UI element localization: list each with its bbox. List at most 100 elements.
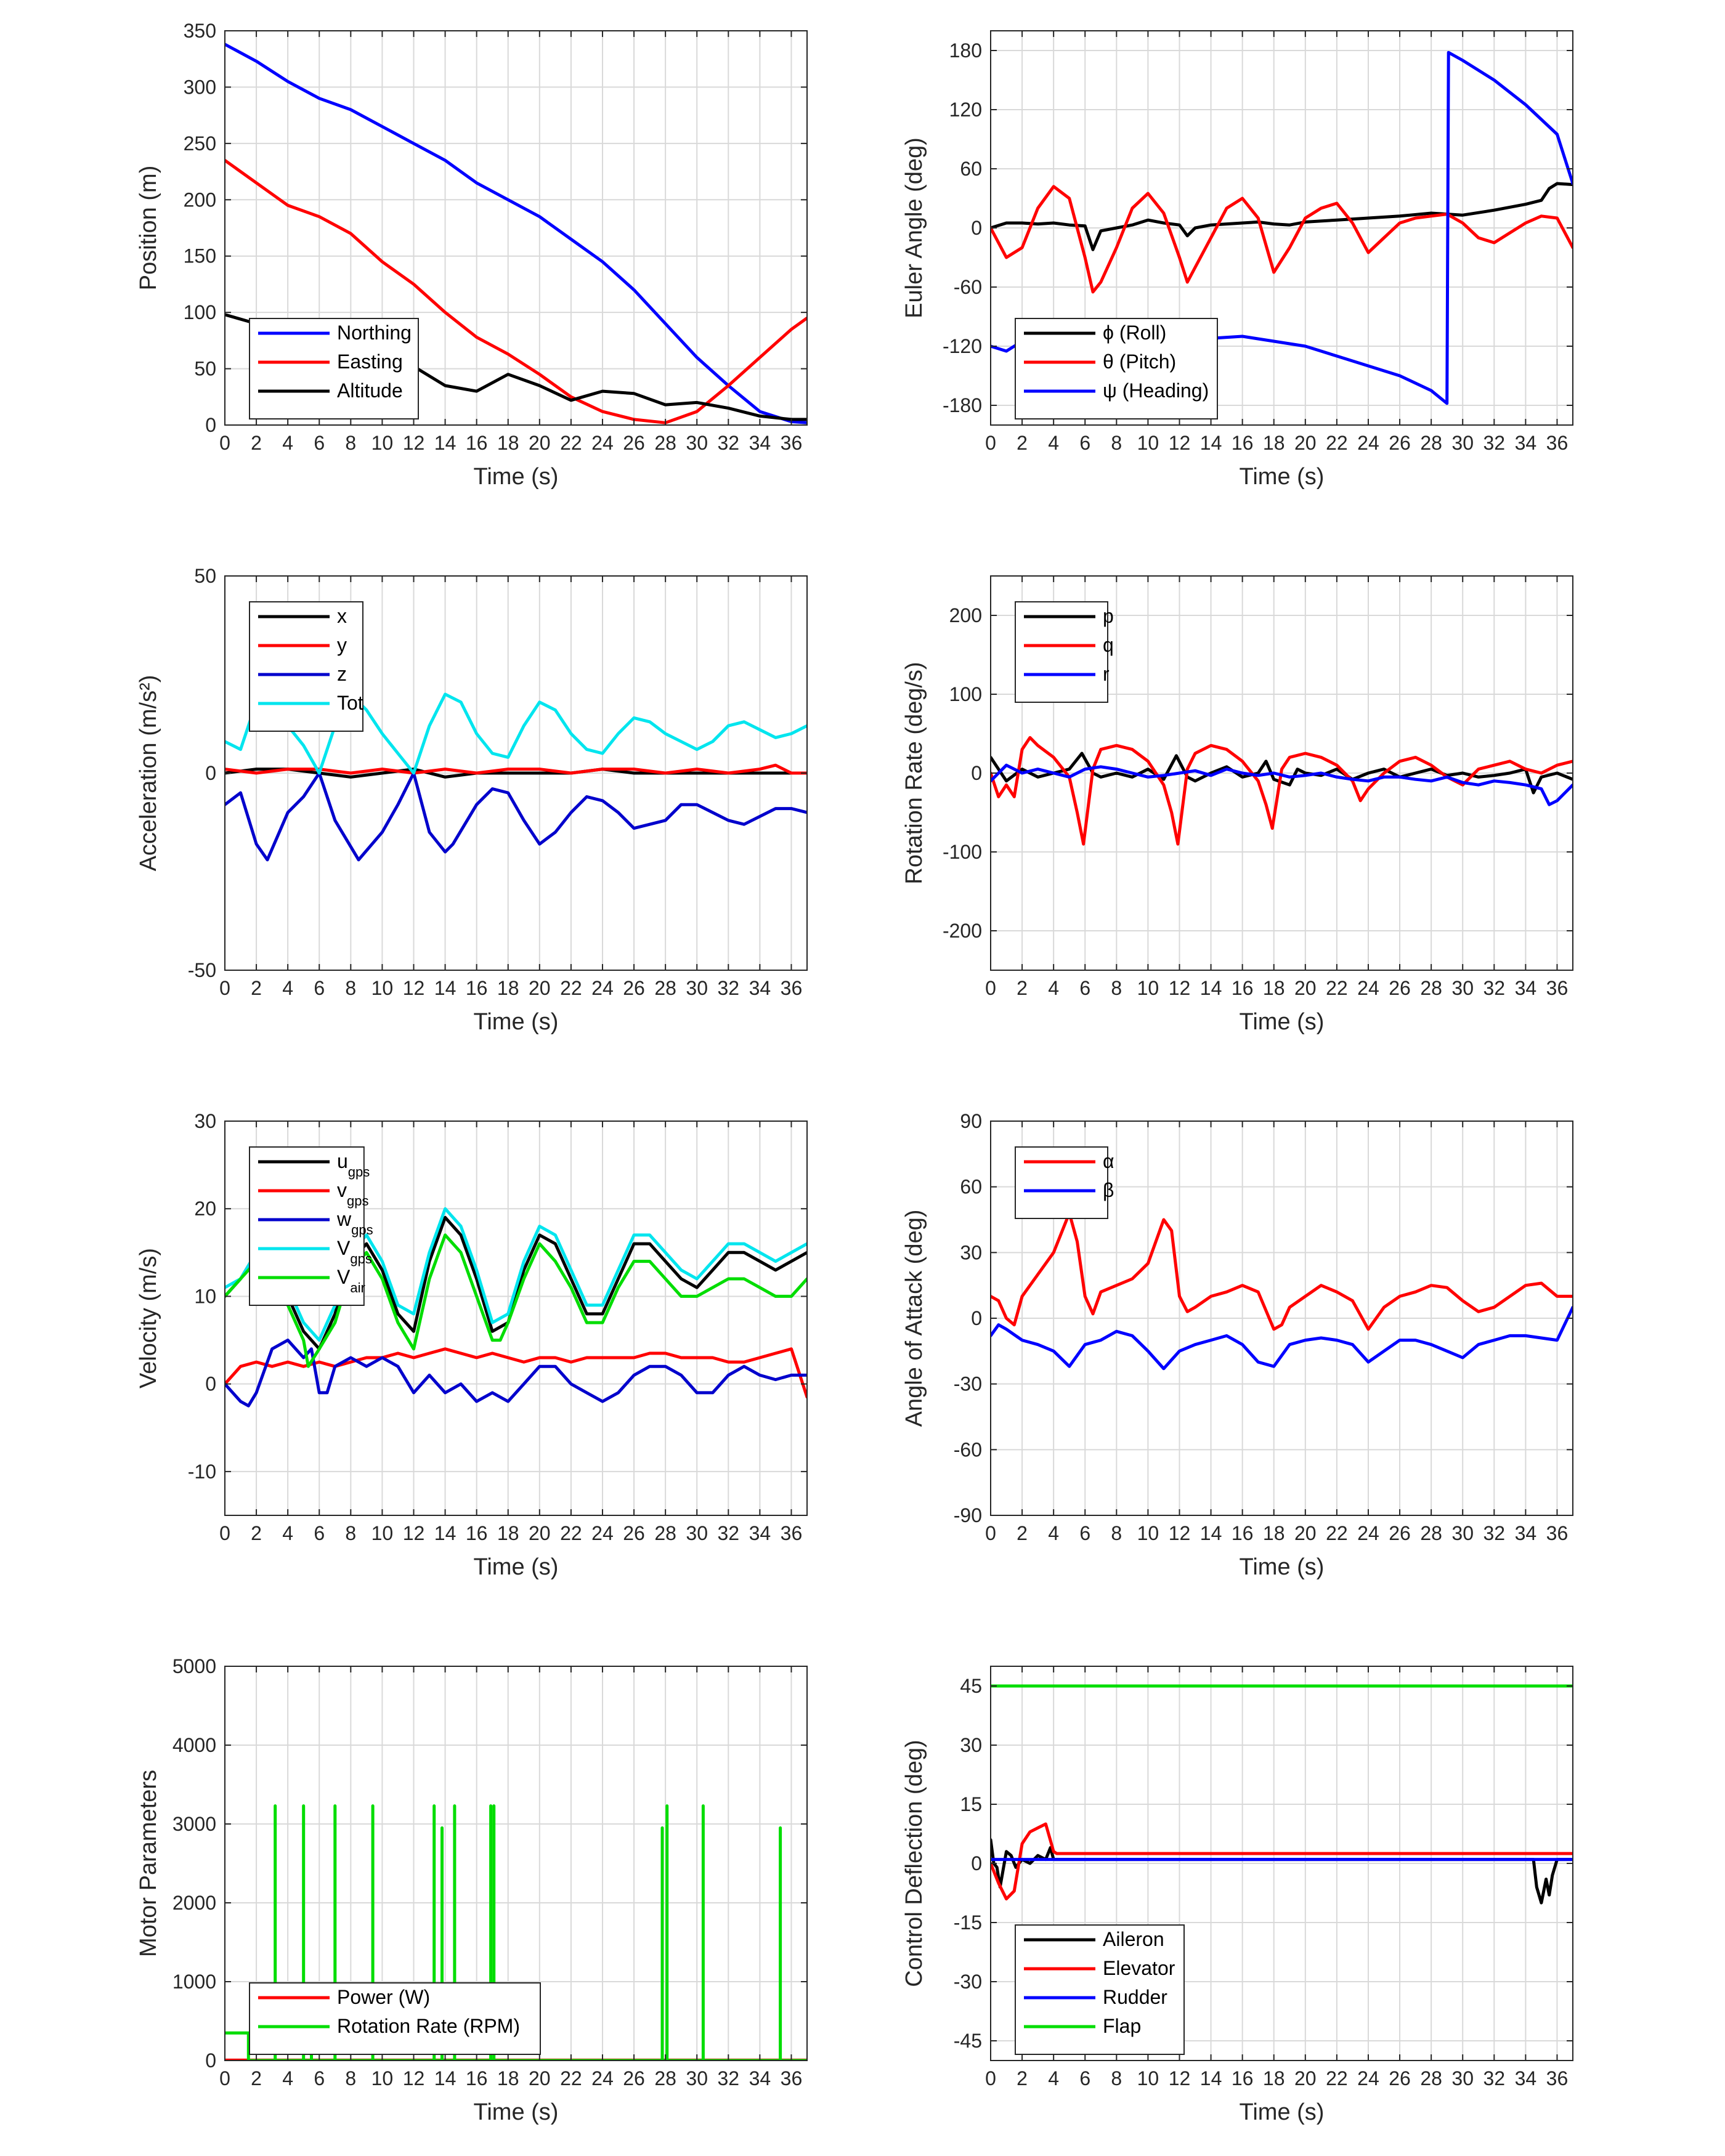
series-line-acceleration-3 (225, 684, 807, 775)
x-tick-label: 34 (1515, 1522, 1537, 1544)
legend-label: wgps (336, 1208, 373, 1238)
plot-frame (224, 1121, 808, 1516)
x-tick-label: 32 (718, 1522, 740, 1544)
y-tick-label: -30 (954, 1373, 982, 1395)
x-tick-label: 8 (1111, 2067, 1122, 2089)
legend-label: y (337, 634, 347, 656)
x-tick-label: 36 (1546, 432, 1569, 454)
x-tick-label: 36 (781, 1522, 803, 1544)
legend-label: ψ (Heading) (1103, 379, 1209, 402)
legend-box (249, 1982, 541, 2055)
y-tick-label: 350 (184, 20, 216, 42)
series-line-velocity-1 (225, 1347, 807, 1399)
x-tick-label: 24 (1357, 977, 1379, 999)
series-line-motor-1 (225, 1804, 807, 2061)
y-tick-label: 60 (960, 1176, 982, 1198)
x-tick-label: 30 (1451, 977, 1474, 999)
y-tick-label: 50 (194, 358, 216, 380)
x-tick-label: 30 (686, 2067, 708, 2089)
series-line-velocity-4 (225, 1233, 807, 1368)
x-tick-label: 0 (219, 1522, 230, 1544)
x-tick-label: 2 (251, 432, 262, 454)
series-line-control-1 (991, 1822, 1573, 1901)
y-tick-label: 120 (949, 99, 982, 121)
legend-label: Altitude (337, 379, 403, 402)
x-tick-label: 0 (985, 1522, 996, 1544)
x-tick-label: 30 (686, 977, 708, 999)
x-tick-label: 18 (1263, 2067, 1285, 2089)
x-tick-label: 36 (1546, 1522, 1569, 1544)
legend-box (1015, 318, 1218, 419)
y-tick-label: 0 (205, 1373, 216, 1395)
x-tick-label: 18 (1263, 1522, 1285, 1544)
chart-panel-euler: 0 2 4 6 8 10 12 14 16 18 20 22 24 26 28 30 32 34 36-180-12… (901, 30, 1573, 490)
x-tick-label: 36 (781, 977, 803, 999)
x-tick-label: 2 (1017, 977, 1028, 999)
series-line-euler-1 (991, 185, 1573, 294)
y-tick-label: -15 (954, 1911, 982, 1934)
series-line-velocity-2 (225, 1339, 807, 1408)
x-tick-label: 24 (1357, 432, 1379, 454)
y-axis-label: Angle of Attack (deg) (901, 1210, 927, 1427)
legend-label: Tot (337, 692, 363, 714)
series-line-position-1 (225, 158, 807, 424)
y-tick-label: 300 (184, 76, 216, 98)
y-tick-label: -30 (954, 1971, 982, 1993)
x-tick-label: 4 (282, 2067, 293, 2089)
x-tick-label: 32 (718, 2067, 740, 2089)
y-axis-label: Euler Angle (deg) (901, 137, 927, 318)
x-tick-label: 20 (529, 977, 551, 999)
legend: Aileron Elevator Rudder Flap (1015, 1924, 1185, 2055)
x-tick-label: 12 (1169, 432, 1191, 454)
x-tick-label: 6 (1079, 977, 1090, 999)
x-tick-label: 0 (985, 977, 996, 999)
legend-label: vgps (337, 1179, 368, 1209)
x-tick-label: 14 (1200, 977, 1222, 999)
legend-label: α (1103, 1150, 1114, 1172)
x-tick-label: 22 (1326, 1522, 1348, 1544)
legend: xyz Tot (249, 601, 363, 732)
legend-label: Elevator (1103, 1957, 1175, 1979)
y-tick-label: 30 (960, 1734, 982, 1756)
x-tick-label: 12 (1169, 2067, 1191, 2089)
x-tick-label: 2 (1017, 1522, 1028, 1544)
y-tick-label: 180 (949, 39, 982, 62)
x-tick-label: 2 (1017, 432, 1028, 454)
legend-label: ϕ (Roll) (1103, 322, 1166, 344)
x-tick-label: 14 (434, 2067, 457, 2089)
y-tick-label: -100 (943, 841, 982, 863)
x-tick-label: 4 (282, 1522, 293, 1544)
x-tick-label: 26 (623, 977, 645, 999)
series-line-aoa-0 (991, 1211, 1573, 1331)
y-tick-label: 1000 (172, 1971, 216, 1993)
x-axis-label: Time (s) (1240, 1554, 1325, 1580)
x-axis-label: Time (s) (1240, 2099, 1325, 2125)
x-tick-label: 6 (314, 2067, 325, 2089)
x-tick-label: 22 (560, 1522, 582, 1544)
legend-box (249, 318, 419, 419)
x-tick-label: 28 (1420, 432, 1442, 454)
chart-panel-acceleration: 0 2 4 6 8 10 12 14 16 18 20 22 24 26 28 30 32 34 36-50050T… (136, 565, 808, 1035)
x-tick-label: 14 (434, 432, 457, 454)
y-axis-label: Rotation Rate (deg/s) (901, 662, 927, 884)
plot-frame (224, 1666, 808, 2061)
x-tick-label: 16 (466, 977, 488, 999)
x-tick-label: 16 (466, 1522, 488, 1544)
x-tick-label: 22 (1326, 432, 1348, 454)
x-tick-label: 16 (466, 2067, 488, 2089)
y-tick-label: -10 (188, 1461, 216, 1483)
x-tick-label: 34 (749, 977, 771, 999)
x-tick-label: 14 (1200, 1522, 1222, 1544)
x-tick-label: 18 (497, 2067, 519, 2089)
y-tick-label: 10 (194, 1285, 216, 1307)
x-tick-label: 8 (1111, 1522, 1122, 1544)
legend-label: Power (W) (337, 1986, 430, 2008)
legend-label: z (337, 663, 347, 685)
x-tick-label: 10 (1137, 432, 1159, 454)
series-line-velocity-3 (225, 1207, 807, 1342)
x-tick-label: 18 (497, 432, 519, 454)
series-group (225, 1207, 807, 1408)
x-tick-label: 32 (1484, 432, 1506, 454)
x-axis-label: Time (s) (474, 1554, 559, 1580)
